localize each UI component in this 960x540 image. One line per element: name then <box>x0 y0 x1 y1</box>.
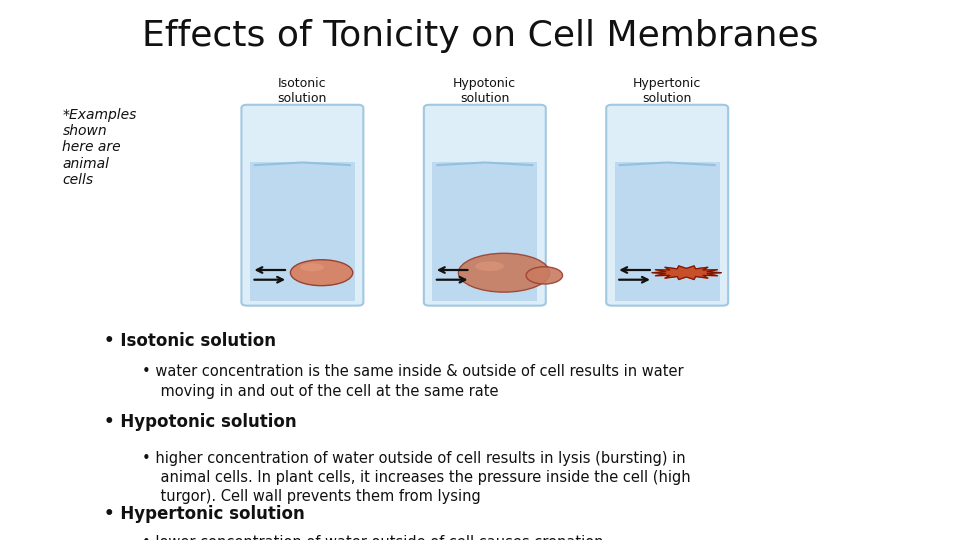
Ellipse shape <box>475 261 504 271</box>
Ellipse shape <box>291 260 353 286</box>
Text: • water concentration is the same inside & outside of cell results in water
    : • water concentration is the same inside… <box>142 364 684 399</box>
FancyBboxPatch shape <box>242 105 363 306</box>
Text: Hypotonic
solution: Hypotonic solution <box>453 77 516 105</box>
Text: *Examples
shown
here are
animal
cells: *Examples shown here are animal cells <box>62 108 136 187</box>
Text: • Hypotonic solution: • Hypotonic solution <box>104 413 297 431</box>
Text: Hypertonic
solution: Hypertonic solution <box>633 77 702 105</box>
Ellipse shape <box>300 263 324 271</box>
FancyBboxPatch shape <box>424 105 545 306</box>
Text: • lower concentration of water outside of cell causes crenation
    (shrinking) : • lower concentration of water outside o… <box>142 535 604 540</box>
Text: • higher concentration of water outside of cell results in lysis (bursting) in
 : • higher concentration of water outside … <box>142 451 690 504</box>
Polygon shape <box>652 266 721 280</box>
Bar <box>614 163 720 301</box>
Text: • Hypertonic solution: • Hypertonic solution <box>104 505 304 523</box>
Text: Effects of Tonicity on Cell Membranes: Effects of Tonicity on Cell Membranes <box>142 19 818 53</box>
Ellipse shape <box>459 253 549 292</box>
FancyBboxPatch shape <box>607 105 728 306</box>
Text: Isotonic
solution: Isotonic solution <box>277 77 327 105</box>
Bar <box>432 163 538 301</box>
Text: • Isotonic solution: • Isotonic solution <box>104 332 276 350</box>
Bar <box>250 163 355 301</box>
Ellipse shape <box>526 267 563 284</box>
